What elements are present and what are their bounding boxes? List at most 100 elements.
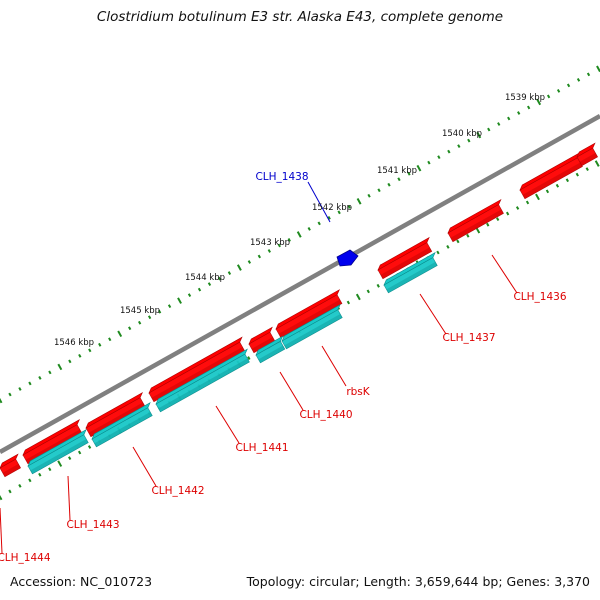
inner-tick [68,456,72,460]
forward-cds-shade [151,346,245,402]
outer-tick [57,363,63,371]
scale-label: 1540 kbp [442,129,482,139]
gene-label: CLH_1442 [151,485,204,497]
gene-label-leader [419,293,447,335]
reverse-cds [383,257,438,294]
gene-label: rbsK [346,386,370,398]
inner-tick [545,189,550,194]
outer-tick [296,231,302,238]
forward-cds [377,242,433,280]
outer-tick [556,89,561,93]
outer-tick [28,381,32,386]
outer-tick [447,149,451,154]
inner-tick [87,445,92,449]
highlight-label-leader [307,181,331,223]
outer-tick [307,227,311,231]
scale-label: 1546 kbp [54,338,94,348]
forward-cds-shade [579,153,598,166]
gene-label-leader [279,371,304,411]
outer-tick [517,111,521,115]
inner-tick [565,178,570,183]
outer-tick [38,376,42,380]
reverse-cds [281,309,343,350]
scale-label: 1543 kbp [250,238,290,248]
outer-tick [18,387,22,391]
forward-cds-shade [450,209,504,242]
map-title: Clostridium botulinum E3 str. Alaska E43… [96,9,504,25]
outer-tick [327,215,331,220]
inner-tick [535,193,540,201]
outer-tick [427,160,431,165]
inner-tick [575,172,579,177]
outer-tick [247,260,252,264]
inner-tick [8,489,12,494]
forward-cds [576,147,598,167]
outer-tick [416,164,422,172]
reverse-cds-shade [30,439,89,474]
outer-tick [347,204,351,209]
scale-label: 1544 kbp [185,273,225,283]
reverse-cds [155,353,250,413]
reverse-cds [255,340,286,364]
outer-tick [476,131,482,139]
outer-tick [507,116,511,121]
forward-cds-shade [88,402,145,437]
highlight-gene-label: CLH_1438 [255,171,308,183]
outer-tick [536,98,542,106]
gene-label-leader [321,345,347,387]
inner-tick [486,222,490,227]
inner-tick [585,167,589,171]
gene-label: CLH_1443 [66,519,119,531]
outer-tick [236,264,242,271]
scale-label: 1541 kbp [377,166,417,176]
inner-tick [38,472,42,477]
scale-label: 1545 kbp [120,306,160,316]
reverse-cds-shade [386,261,438,293]
outer-tick [387,182,391,187]
outer-tick [137,320,142,325]
outer-tick [217,276,222,281]
genome-backbone [0,114,600,454]
outer-tick [497,122,501,126]
scale-label: 1539 kbp [505,93,545,103]
outer-tick [78,353,82,358]
gene-label-leader [132,446,157,487]
outer-tick [437,155,441,160]
outer-tick [566,83,571,88]
inner-tick [594,160,600,167]
outer-tick [527,105,531,110]
outer-tick [546,94,551,99]
inner-tick [496,217,500,222]
outer-tick-track [0,65,600,404]
outer-tick [147,315,152,320]
outer-tick [187,293,192,298]
reverse-cds-shade [258,345,285,363]
reverse-cds-shade [94,412,153,447]
outer-tick [317,221,321,226]
outer-tick [377,188,381,193]
label-leaders [0,181,518,554]
outer-tick [0,397,3,404]
outer-tick [487,127,491,132]
inner-tick [436,250,440,255]
gene-label: CLH_1437 [442,332,495,344]
forward-cds-shade [522,162,583,199]
outer-tick [457,144,461,148]
forward-cds [447,204,504,243]
outer-tick [128,326,132,331]
forward-cds-shade [380,247,432,279]
outer-tick [267,249,271,253]
outer-tick [586,72,591,77]
inner-tick [456,239,460,244]
inner-tick [555,183,560,188]
forward-cds-shade [2,464,21,477]
highlighted-gene [336,249,359,267]
gene-label-leader [0,507,3,554]
outer-tick [257,254,261,259]
outer-tick [227,271,232,275]
outer-tick [177,297,182,304]
inner-tick [355,293,361,301]
forward-cds [275,294,343,339]
inner-tick [28,478,32,483]
